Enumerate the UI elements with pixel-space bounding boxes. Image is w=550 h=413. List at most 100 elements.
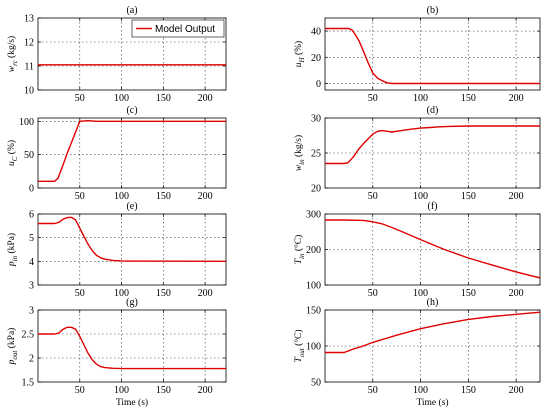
x-tick-label-0-3: 200 (198, 93, 213, 104)
x-tick-label-6-2: 150 (156, 385, 171, 396)
x-tick-label-0-1: 100 (114, 93, 129, 104)
series-line-4-0 (38, 216, 226, 262)
x-tick-label-0-0: 50 (75, 93, 85, 104)
x-tick-label-5-1: 100 (413, 288, 428, 299)
y-tick-label-3-2: 30 (311, 114, 321, 125)
y-tick-label-5-0: 100 (306, 281, 321, 292)
x-tick-label-4-1: 100 (114, 288, 129, 299)
subplot-4: (e) 50 100 150 200 3 4 5 6 pin (kPa) (6, 201, 227, 299)
x-tick-label-1-2: 150 (461, 93, 476, 104)
panel-label-1: (b) (427, 5, 439, 16)
y-tick-label-4-2: 5 (29, 233, 34, 244)
x-tick-label-5-2: 150 (461, 288, 476, 299)
x-tick-label-4-2: 150 (156, 288, 171, 299)
x-tick-label-2-1: 100 (114, 191, 129, 202)
y-tick-label-7-1: 100 (306, 342, 321, 353)
y-tick-label-0-0: 10 (24, 86, 34, 97)
subplot-6: (g) 50 100 150 200 1.5 2 2.5 3 pout (kPa) Time (s) (6, 297, 227, 408)
xlabel-7: Time (s) (416, 397, 448, 408)
ylabel-4: pin (kPa) (6, 233, 19, 267)
panel-label-5: (f) (428, 201, 438, 212)
y-tick-label-1-2: 40 (311, 27, 321, 38)
panel-label-2: (c) (126, 105, 137, 116)
subplot-2: (c) 50 100 150 200 0 50 100 uC (%) (6, 105, 227, 202)
x-tick-label-3-0: 50 (368, 191, 378, 202)
xlabel-6: Time (s) (116, 397, 148, 408)
x-tick-label-2-2: 150 (156, 191, 171, 202)
x-tick-label-1-3: 200 (509, 93, 524, 104)
subplot-7: (h) 50 100 150 200 50 100 150 Tout (°C) Time (s) (293, 297, 541, 408)
ylabel-2: uC (%) (6, 140, 19, 166)
ylabel-6: pout (kPa) (6, 328, 19, 366)
panel-label-3: (d) (427, 105, 439, 116)
ylabel-7: Tout (°C) (293, 329, 306, 362)
axes-frame-2 (37, 117, 227, 189)
x-tick-label-2-3: 200 (198, 191, 213, 202)
subplot-0: (a) 50 100 150 200 10 11 12 13 wrc (kg/s) Model Ou… (6, 5, 227, 104)
y-tick-label-6-1: 2 (29, 354, 34, 365)
series-line-6-0 (38, 326, 226, 370)
y-tick-label-3-0: 20 (311, 184, 321, 195)
x-tick-label-0-2: 150 (156, 93, 171, 104)
x-tick-label-1-0: 50 (368, 93, 378, 104)
x-tick-label-6-1: 100 (114, 385, 129, 396)
ylabel-1: uH (%) (293, 41, 306, 67)
x-tick-label-4-0: 50 (75, 288, 85, 299)
x-tick-label-7-1: 100 (413, 385, 428, 396)
y-tick-label-3-1: 25 (311, 149, 321, 160)
panel-label-7: (h) (427, 297, 439, 308)
ylabel-3: win (kg/s) (293, 135, 306, 171)
subplot-5: (f) 50 100 150 200 100 200 300 Tin (°C) (293, 201, 541, 299)
series-line-3-0 (325, 125, 540, 165)
series-line-2-0 (38, 120, 226, 182)
x-tick-label-7-3: 200 (509, 385, 524, 396)
y-tick-label-5-2: 300 (306, 210, 321, 221)
x-tick-label-7-2: 150 (461, 385, 476, 396)
panel-label-4: (e) (126, 201, 137, 212)
y-tick-label-7-0: 50 (311, 378, 321, 389)
series-line-1-0 (325, 27, 540, 85)
series-line-7-0 (325, 311, 540, 354)
x-tick-label-7-0: 50 (368, 385, 378, 396)
x-tick-label-3-3: 200 (509, 191, 524, 202)
x-tick-label-4-3: 200 (198, 288, 213, 299)
axes-frame-6 (37, 309, 227, 383)
y-tick-label-0-2: 12 (24, 38, 34, 49)
axes-frame-1 (324, 17, 541, 91)
series-line-5-0 (325, 219, 540, 279)
ylabel-5: Tin (°C) (293, 235, 306, 265)
panel-label-0: (a) (126, 5, 137, 16)
x-tick-label-5-0: 50 (368, 288, 378, 299)
x-tick-label-1-1: 100 (413, 93, 428, 104)
y-tick-label-4-3: 6 (29, 210, 34, 221)
y-tick-label-1-1: 20 (311, 53, 321, 64)
y-tick-label-4-1: 4 (29, 257, 34, 268)
panel-label-6: (g) (126, 297, 138, 308)
y-tick-label-5-1: 200 (306, 245, 321, 256)
y-tick-label-4-0: 3 (29, 281, 34, 292)
y-tick-label-2-2: 100 (19, 117, 34, 128)
x-tick-label-3-1: 100 (413, 191, 428, 202)
legend-box (131, 19, 225, 38)
y-tick-label-0-3: 13 (24, 14, 34, 25)
y-tick-label-6-2: 2.5 (22, 330, 35, 341)
x-tick-label-6-3: 200 (198, 385, 213, 396)
y-tick-label-1-0: 0 (316, 79, 321, 90)
y-tick-label-7-2: 150 (306, 306, 321, 317)
axes-frame-0 (37, 17, 227, 91)
y-tick-label-6-3: 3 (29, 306, 34, 317)
x-tick-label-5-3: 200 (509, 288, 524, 299)
axes-frame-4 (37, 213, 227, 286)
x-tick-label-2-0: 50 (75, 191, 85, 202)
y-tick-label-2-0: 0 (29, 184, 34, 195)
ylabel-0: wrc (kg/s) (6, 36, 19, 72)
legend: Model Output (131, 19, 225, 38)
subplot-3: (d) 50 100 150 200 20 25 30 win (kg/s) (293, 105, 541, 202)
y-tick-label-6-0: 1.5 (22, 378, 35, 389)
x-tick-label-3-2: 150 (461, 191, 476, 202)
x-tick-label-6-0: 50 (75, 385, 85, 396)
subplot-1: (b) 50 100 150 200 0 20 40 uH (%) (293, 5, 541, 104)
y-tick-label-2-1: 50 (24, 150, 34, 161)
